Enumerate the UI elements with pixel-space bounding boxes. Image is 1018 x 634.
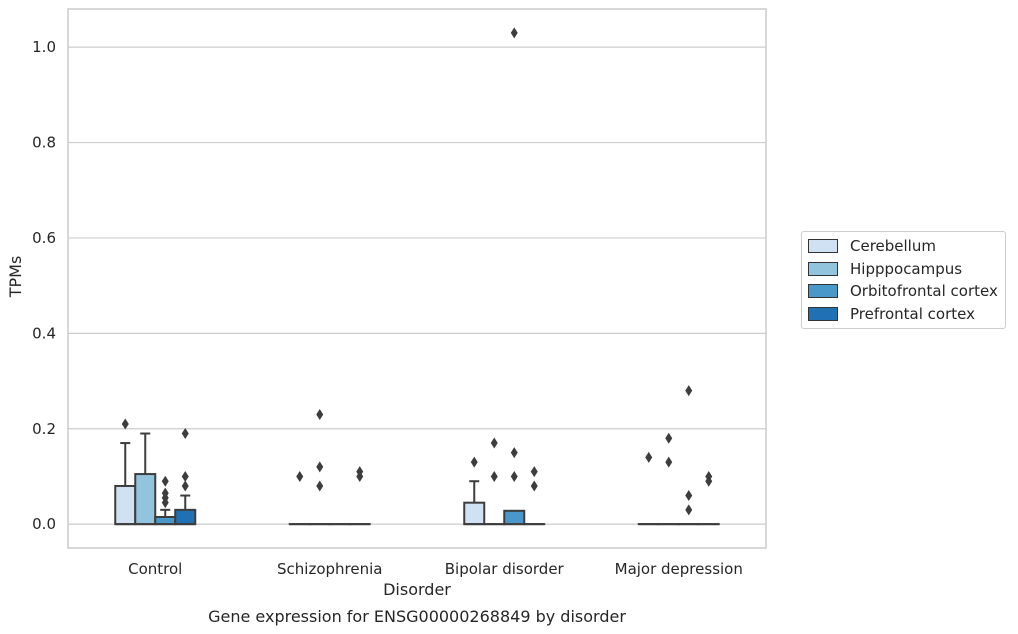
- outlier-point: [181, 470, 189, 482]
- outlier-point: [181, 428, 189, 440]
- outlier-point: [316, 461, 324, 473]
- legend-item: Orbitofrontal cortex: [802, 280, 1005, 303]
- box-orbitofrontal-cortex: [677, 385, 700, 526]
- legend-swatch: [808, 306, 838, 321]
- box-prefrontal-cortex: [174, 428, 197, 526]
- box-hipppocampus: [134, 432, 157, 526]
- outlier-point: [356, 470, 364, 482]
- y-tick-label: 0.6: [32, 229, 56, 247]
- legend-swatch: [808, 284, 838, 299]
- outlier-point: [490, 470, 498, 482]
- y-tick-label: 1.0: [32, 38, 56, 56]
- legend-item: Prefrontal cortex: [802, 303, 1005, 326]
- outlier-point: [685, 504, 693, 516]
- legend-label: Hipppocampus: [850, 259, 963, 278]
- outlier-point: [181, 480, 189, 492]
- boxes: [114, 27, 720, 526]
- outlier-point: [490, 437, 498, 449]
- outlier-point: [161, 497, 169, 509]
- plot-frame: [67, 8, 767, 549]
- legend-item: Hipppocampus: [802, 258, 1005, 281]
- box-iqr: [134, 473, 157, 526]
- y-tick-label: 0.4: [32, 324, 56, 342]
- box-cerebellum: [114, 418, 137, 526]
- box-prefrontal-cortex: [523, 466, 546, 526]
- box-iqr: [154, 515, 177, 526]
- outlier-point: [665, 456, 673, 468]
- gridlines: [68, 46, 766, 525]
- legend-label: Orbitofrontal cortex: [850, 282, 998, 301]
- legend-swatch: [808, 239, 838, 254]
- chart-caption: Gene expression for ENSG00000268849 by d…: [208, 607, 626, 626]
- box-hipppocampus: [657, 432, 680, 526]
- outlier-point: [530, 480, 538, 492]
- legend: Cerebellum Hipppocampus Orbitofrontal cort…: [801, 231, 1006, 329]
- outlier-point: [645, 451, 653, 463]
- box-iqr: [114, 484, 137, 526]
- outlier-point: [161, 475, 169, 487]
- legend-item: Cerebellum: [802, 235, 1005, 258]
- box-orbitofrontal-cortex: [503, 27, 526, 526]
- y-axis-label: TPMs: [6, 256, 25, 299]
- x-tick-labels: Control Schizophrenia Bipolar disorder Majo…: [128, 560, 743, 578]
- outlier-point: [685, 385, 693, 397]
- outlier-point: [296, 470, 304, 482]
- box-prefrontal-cortex: [697, 470, 720, 526]
- box-prefrontal-cortex: [348, 466, 371, 526]
- outlier-point: [316, 480, 324, 492]
- box-cerebellum: [288, 470, 311, 526]
- x-axis-label: Disorder: [383, 580, 451, 599]
- legend-label: Prefrontal cortex: [850, 304, 975, 323]
- outlier-point: [510, 470, 518, 482]
- box-iqr: [174, 508, 197, 526]
- x-tick-label: Schizophrenia: [277, 560, 382, 578]
- outlier-point: [316, 408, 324, 420]
- outlier-point: [705, 475, 713, 487]
- legend-swatch: [808, 261, 838, 276]
- outlier-point: [665, 432, 673, 444]
- box-iqr: [503, 509, 526, 526]
- outlier-point: [685, 490, 693, 502]
- outlier-point: [470, 456, 478, 468]
- box-hipppocampus: [308, 408, 331, 526]
- outlier-point: [510, 27, 518, 39]
- y-tick-label: 0.8: [32, 134, 56, 152]
- outlier-point: [530, 466, 538, 478]
- y-tick-labels: 0.0 0.2 0.4 0.6 0.8 1.0: [32, 38, 56, 533]
- x-tick-label: Control: [128, 560, 182, 578]
- box-cerebellum: [637, 451, 660, 526]
- box-hipppocampus: [483, 437, 506, 526]
- box-cerebellum: [463, 456, 486, 526]
- box-iqr: [463, 501, 486, 526]
- outlier-point: [121, 418, 129, 430]
- x-tick-label: Bipolar disorder: [445, 560, 565, 578]
- x-tick-label: Major depression: [615, 560, 743, 578]
- y-tick-label: 0.0: [32, 515, 56, 533]
- outlier-point: [510, 447, 518, 459]
- legend-label: Cerebellum: [850, 237, 936, 256]
- y-tick-label: 0.2: [32, 420, 56, 438]
- box-orbitofrontal-cortex: [154, 475, 177, 526]
